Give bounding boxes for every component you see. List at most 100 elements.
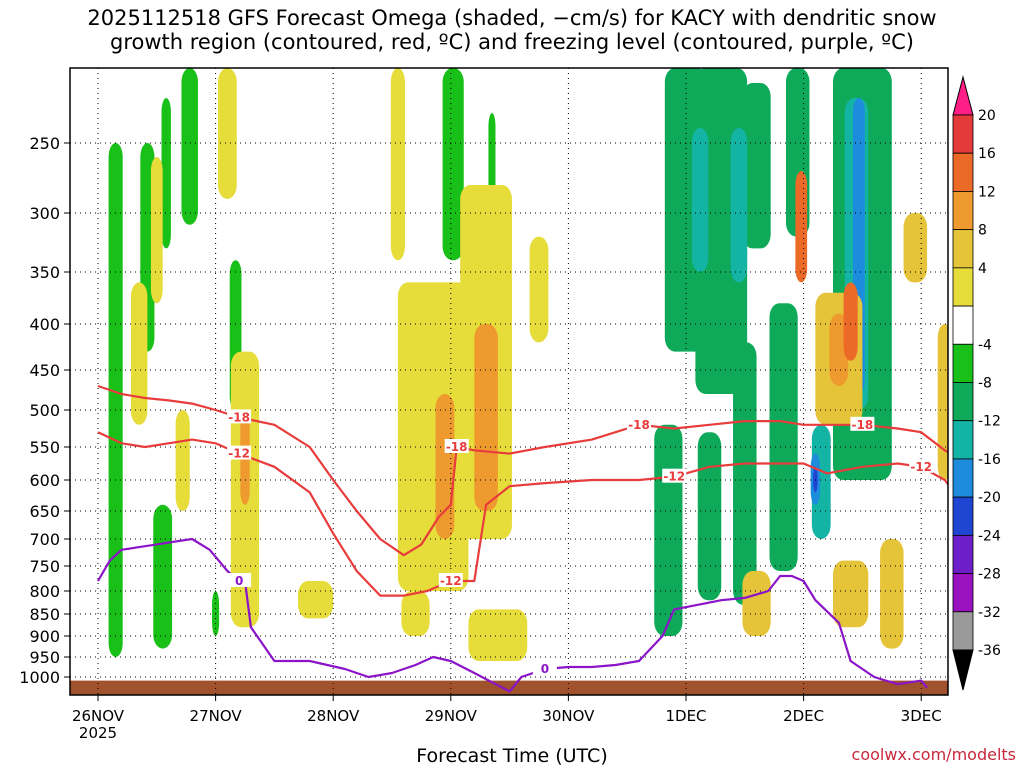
x-tick-label-30NOV: 30NOV xyxy=(542,707,595,725)
omega-region-4 xyxy=(181,68,198,225)
dgz-minus-12-label-4: -12 xyxy=(910,460,932,474)
omega-region-27 xyxy=(130,282,148,425)
omega-region-30 xyxy=(217,68,237,199)
colorbar-label-3: 8 xyxy=(978,223,987,239)
omega-region-52 xyxy=(848,292,853,319)
omega-region-44 xyxy=(937,324,948,480)
colorbar-label-4: 4 xyxy=(978,261,987,277)
x-tick-label-28NOV: 28NOV xyxy=(307,707,360,725)
colorbar-label-11: -28 xyxy=(978,567,1001,583)
freezing-level-0-label-1: 0 xyxy=(235,574,243,588)
dgz-minus-12-label-1: -12 xyxy=(228,447,250,461)
x-tick-label-3DEC: 3DEC xyxy=(901,707,942,725)
credit-link[interactable]: coolwx.com/modelts xyxy=(851,745,1016,764)
colorbar-label-0: 20 xyxy=(978,108,996,124)
colorbar-swatch-1 xyxy=(952,114,974,154)
colorbar-label-5: -4 xyxy=(978,337,992,353)
omega-region-16 xyxy=(697,432,722,601)
omega-region-12 xyxy=(742,83,771,249)
y-tick-label-350: 350 xyxy=(29,263,60,282)
dgz-minus-12-label-3: -12 xyxy=(663,470,685,484)
dgz-minus-12-label-bg-3 xyxy=(662,468,687,483)
chart-title-line-2: growth region (contoured, red, ºC) and f… xyxy=(110,30,914,54)
colorbar-label-10: -24 xyxy=(978,528,1001,544)
colorbar-swatch-6 xyxy=(952,305,974,345)
y-tick-label-750: 750 xyxy=(29,557,60,576)
x-tick-label-26NOV: 26NOV xyxy=(72,707,125,725)
omega-region-32 xyxy=(297,581,334,619)
dgz-minus-18-label-1: -18 xyxy=(228,410,250,424)
omega-region-42 xyxy=(833,560,869,628)
dgz-minus-12-label-bg-4 xyxy=(909,458,934,473)
omega-region-46 xyxy=(435,394,455,539)
omega-region-43 xyxy=(880,539,904,649)
y-tick-label-700: 700 xyxy=(29,530,60,549)
omega-region-37 xyxy=(468,609,528,661)
colorbar: 20 16 12 8 4 -4 -8 -12 -16 -20 -24 -28 -32 -36 xyxy=(952,75,1001,691)
y-tick-label-850: 850 xyxy=(29,605,60,624)
omega-region-8 xyxy=(442,68,464,261)
freezing-level-0-label-2: 0 xyxy=(541,662,549,676)
x-tick-sublabel-26NOV: 2025 xyxy=(79,724,117,742)
colorbar-label-8: -16 xyxy=(978,452,1001,468)
y-tick-label-1000: 1000 xyxy=(19,668,60,687)
dgz-minus-18-label-4: -18 xyxy=(852,418,874,432)
omega-region-33 xyxy=(390,68,405,261)
colorbar-swatch-4 xyxy=(952,229,974,269)
freezing-level-0-label-bg-2 xyxy=(532,661,557,675)
y-tick-label-450: 450 xyxy=(29,361,60,380)
dgz-minus-18-label-bg-1 xyxy=(227,409,252,424)
colorbar-swatch-3 xyxy=(952,191,974,231)
colorbar-label-7: -12 xyxy=(978,414,1001,430)
contour-lines: -18 -18 -18 -18 -12 -12 -12 -12 0 0 xyxy=(97,384,948,693)
omega-region-1 xyxy=(108,143,123,657)
colorbar-label-12: -32 xyxy=(978,605,1001,621)
colorbar-label-2: 12 xyxy=(978,184,996,200)
omega-region-22 xyxy=(730,128,748,283)
x-tick-label-2DEC: 2DEC xyxy=(783,707,824,725)
y-tick-label-500: 500 xyxy=(29,401,60,420)
omega-region-50 xyxy=(843,282,858,361)
colorbar-label-13: -36 xyxy=(978,643,1001,659)
colorbar-swatch-5 xyxy=(952,267,974,307)
omega-region-5 xyxy=(153,504,173,649)
dgz-minus-12-label-bg-1 xyxy=(227,445,252,460)
freezing-level-0-line xyxy=(97,537,928,693)
terrain-band xyxy=(70,680,948,695)
y-tick-label-550: 550 xyxy=(29,438,60,457)
omega-region-3 xyxy=(161,98,171,249)
omega-region-17 xyxy=(733,342,757,605)
omega-region-28 xyxy=(150,157,163,304)
chart-title-line-1: 2025112518 GFS Forecast Omega (shaded, −… xyxy=(87,6,937,30)
axes: 250 300 350 400 450 500 550 600 650 700 750 800 850 9… xyxy=(19,134,941,742)
omega-region-41 xyxy=(742,571,771,636)
y-tick-label-250: 250 xyxy=(29,134,60,153)
plot-frame xyxy=(69,67,949,696)
omega-region-36 xyxy=(529,236,549,343)
colorbar-swatch-12 xyxy=(952,534,974,574)
omega-region-34 xyxy=(397,282,469,591)
colorbar-label-6: -8 xyxy=(978,376,992,392)
colorbar-label-9: -20 xyxy=(978,490,1001,506)
colorbar-swatch-10 xyxy=(952,458,974,498)
omega-region-40 xyxy=(903,213,928,283)
freezing-level-0-label-bg-1 xyxy=(227,573,252,587)
omega-shading xyxy=(108,68,948,661)
colorbar-swatch-2 xyxy=(952,152,974,192)
y-tick-label-600: 600 xyxy=(29,471,60,490)
x-axis-title: Forecast Time (UTC) xyxy=(416,745,608,767)
y-tick-label-900: 900 xyxy=(29,627,60,646)
dgz-minus-12-label-2: -12 xyxy=(440,574,462,588)
omega-region-29 xyxy=(175,410,190,511)
dgz-minus-12-label-bg-2 xyxy=(438,573,463,587)
omega-region-15 xyxy=(654,424,683,636)
x-tick-label-1DEC: 1DEC xyxy=(665,707,706,725)
y-tick-label-650: 650 xyxy=(29,502,60,521)
colorbar-swatch-7 xyxy=(952,343,974,383)
ground-terrain xyxy=(70,680,948,695)
dgz-minus-18-label-3: -18 xyxy=(628,418,650,432)
colorbar-top-arrow xyxy=(952,75,974,116)
omega-region-18 xyxy=(769,303,798,571)
dgz-minus-18-label-2: -18 xyxy=(446,440,468,454)
